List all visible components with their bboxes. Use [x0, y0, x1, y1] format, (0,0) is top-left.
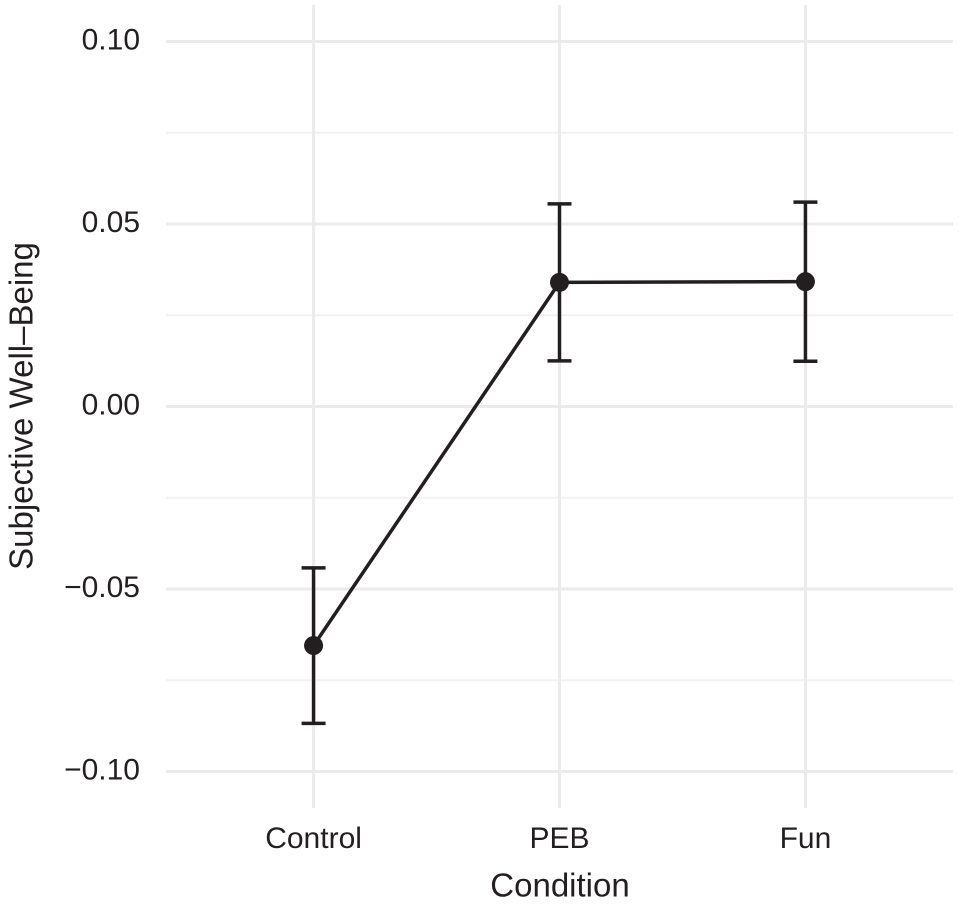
x-tick-label: Control — [265, 822, 362, 855]
y-tick-label: 0.05 — [82, 206, 140, 239]
x-tick-label: Fun — [780, 822, 832, 855]
point — [550, 272, 569, 292]
y-tick-label: 0.00 — [82, 388, 140, 421]
x-tick-label: PEB — [529, 822, 589, 855]
y-tick-label: −0.10 — [64, 753, 140, 786]
point — [304, 636, 324, 656]
point — [795, 272, 815, 292]
x-axis-label: Condition — [490, 867, 629, 904]
y-tick-label: −0.05 — [64, 571, 140, 604]
y-tick-label: 0.10 — [82, 23, 140, 56]
y-axis-label: Subjective Well–Being — [3, 242, 40, 570]
